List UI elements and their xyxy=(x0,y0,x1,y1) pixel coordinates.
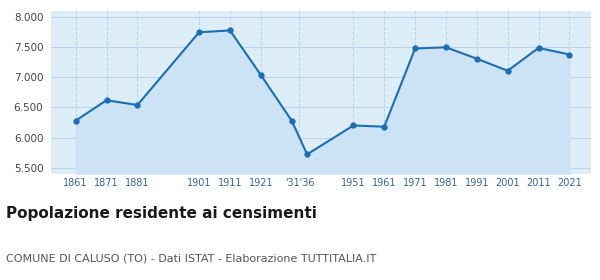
Text: COMUNE DI CALUSO (TO) - Dati ISTAT - Elaborazione TUTTITALIA.IT: COMUNE DI CALUSO (TO) - Dati ISTAT - Ela… xyxy=(6,253,376,263)
Text: Popolazione residente ai censimenti: Popolazione residente ai censimenti xyxy=(6,206,317,221)
